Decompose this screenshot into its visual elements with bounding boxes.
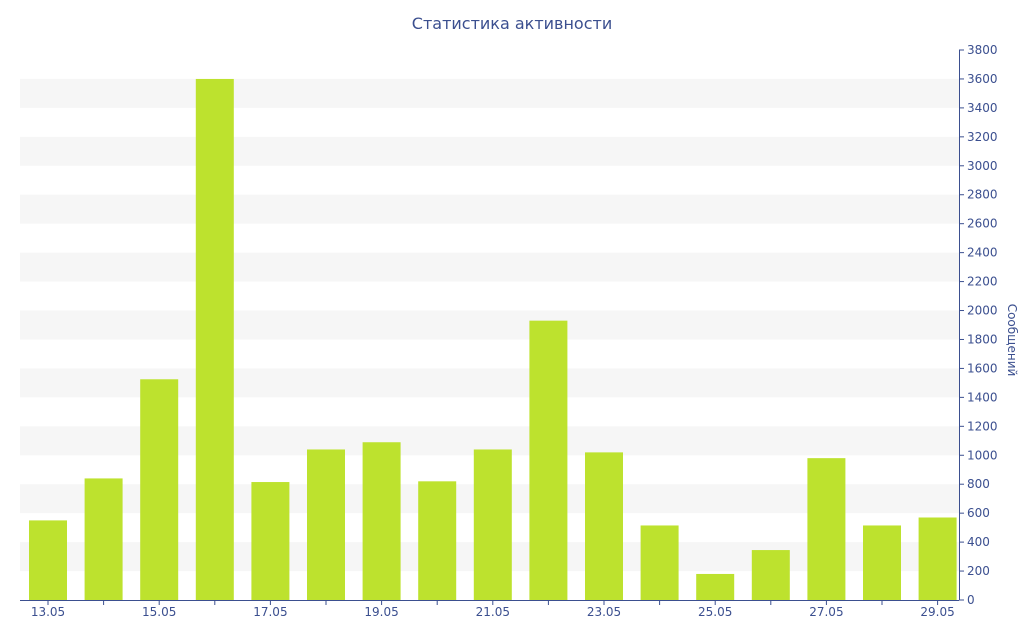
grid-band — [20, 136, 959, 166]
x-tick-label: 13.05 — [31, 605, 65, 619]
y-tick-label: 2400 — [967, 246, 998, 260]
x-tick-label: 17.05 — [253, 605, 287, 619]
y-tick-label: 200 — [967, 564, 990, 578]
grid-band — [20, 252, 959, 282]
bar-29.05 — [918, 517, 957, 600]
bar-25.05 — [696, 573, 735, 600]
x-tick-label: 29.05 — [920, 605, 954, 619]
y-axis: 0 200 400 600 800 1000 1200 1400 1600 1800 2000 220… — [959, 43, 998, 607]
y-tick-label: 3200 — [967, 130, 998, 144]
grid-band — [20, 78, 959, 108]
chart-title: Статистика активности — [411, 14, 613, 33]
bar-13.05 — [29, 520, 67, 600]
bar-15.05 — [140, 379, 179, 600]
x-tick-label: 19.05 — [364, 605, 398, 619]
y-tick-label: 3600 — [967, 72, 998, 86]
bar-18.05 — [307, 449, 345, 600]
bar-16.05 — [195, 78, 234, 600]
y-axis-label: Сообщений — [1005, 304, 1019, 377]
bar-23.05 — [585, 452, 623, 600]
bar-19.05 — [362, 442, 401, 600]
bar-20.05 — [418, 481, 457, 600]
x-tick-label: 27.05 — [809, 605, 843, 619]
x-axis: 13.05 15.05 17.05 19.05 21.05 23.05 25.05 27.05… — [20, 600, 959, 619]
y-tick-label: 2800 — [967, 188, 998, 202]
bar-26.05 — [751, 550, 790, 600]
y-tick-label: 600 — [967, 506, 990, 520]
y-tick-label: 1000 — [967, 448, 998, 462]
bar-24.05 — [640, 525, 679, 600]
y-tick-label: 0 — [967, 593, 975, 607]
x-tick-label: 15.05 — [142, 605, 176, 619]
x-tick-label: 25.05 — [698, 605, 732, 619]
bar-22.05 — [529, 320, 568, 600]
bar-27.05 — [807, 458, 846, 600]
grid-band — [20, 194, 959, 224]
y-tick-label: 1400 — [967, 390, 998, 404]
y-tick-label: 2000 — [967, 304, 998, 318]
grid-band — [20, 310, 959, 340]
y-tick-label: 400 — [967, 535, 990, 549]
y-tick-label: 2600 — [967, 217, 998, 231]
y-tick-label: 3000 — [967, 159, 998, 173]
x-tick-label: 21.05 — [476, 605, 510, 619]
y-tick-label: 3800 — [967, 43, 998, 57]
grid-bands — [20, 78, 959, 572]
y-tick-label: 800 — [967, 477, 990, 491]
bar-series — [29, 78, 957, 600]
y-tick-label: 3400 — [967, 101, 998, 115]
bar-28.05 — [863, 525, 901, 600]
bar-17.05 — [251, 482, 290, 600]
bar-14.05 — [84, 478, 123, 600]
y-tick-label: 1800 — [967, 332, 998, 346]
y-tick-label: 2200 — [967, 275, 998, 289]
bar-21.05 — [473, 449, 512, 600]
y-tick-label: 1200 — [967, 419, 998, 433]
y-tick-label: 1600 — [967, 361, 998, 375]
x-tick-label: 23.05 — [587, 605, 621, 619]
